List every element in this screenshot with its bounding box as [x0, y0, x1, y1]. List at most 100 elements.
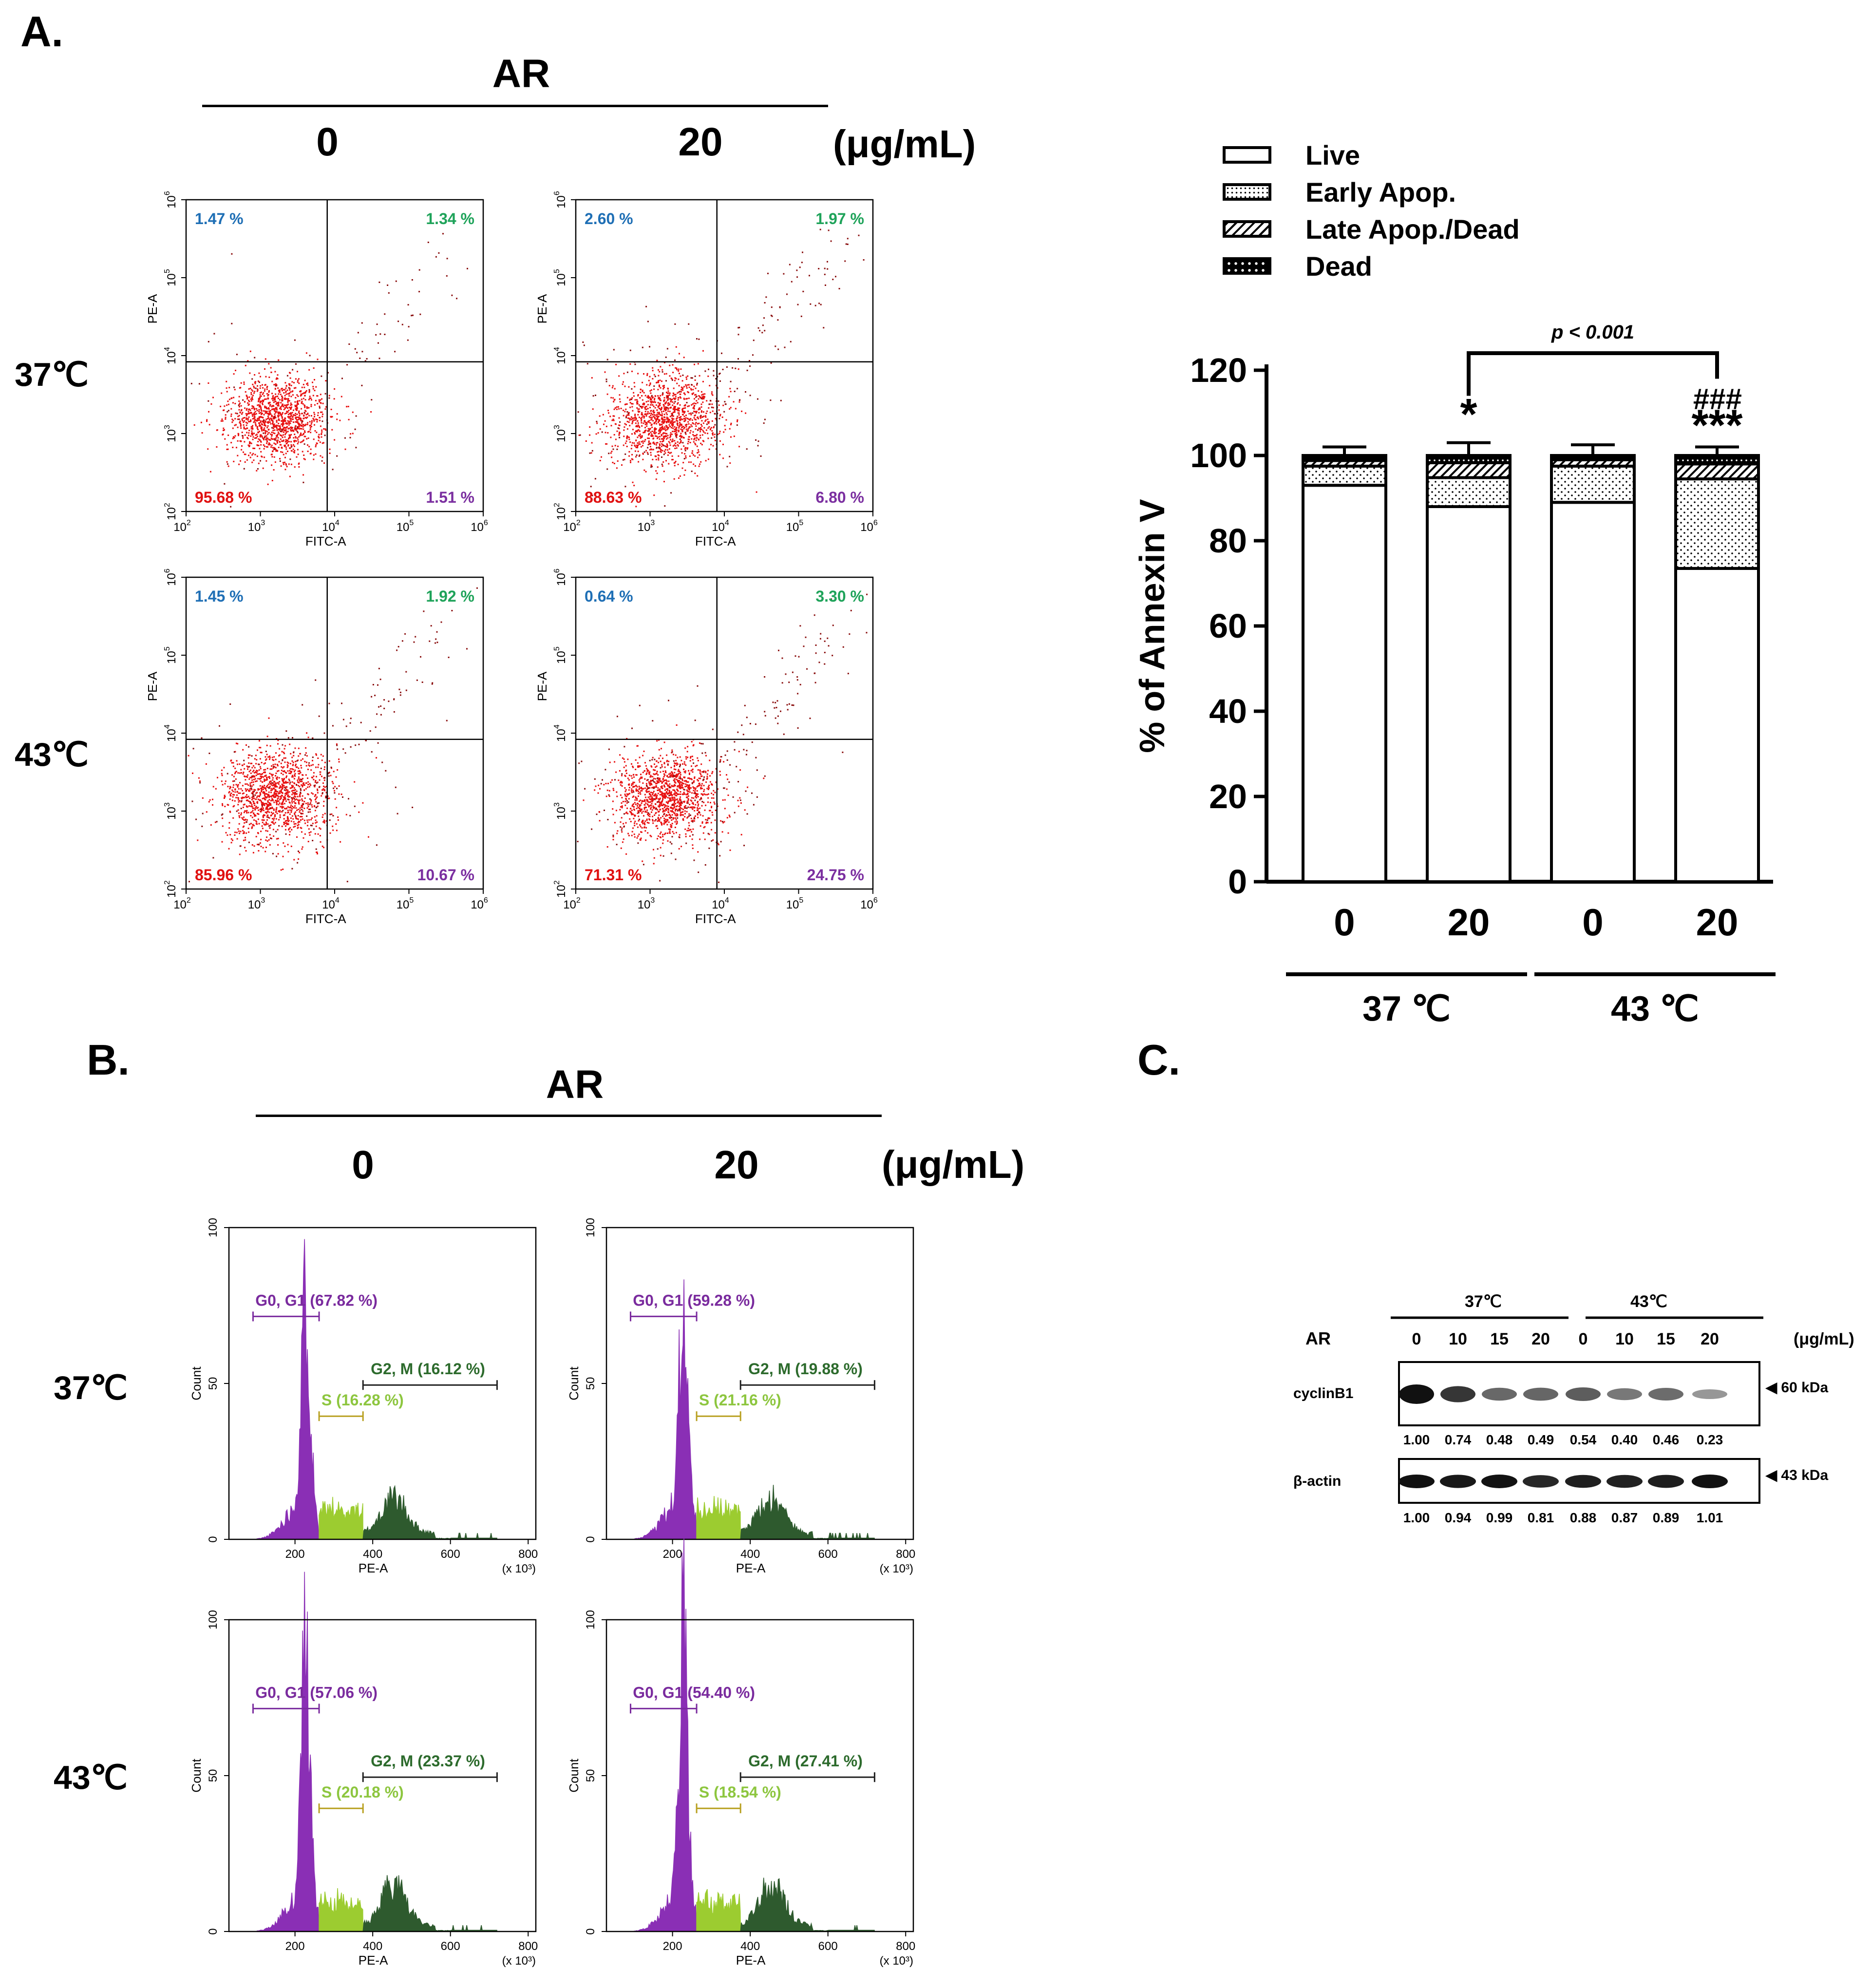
- histogram-frame: [228, 1227, 537, 1540]
- protein2-band: [1606, 1475, 1643, 1488]
- group-label: 43 ℃: [1611, 989, 1699, 1023]
- y-tick-label: 20: [1209, 777, 1247, 815]
- y-tick-label: 0: [207, 1928, 220, 1934]
- x-tick-label: 103: [638, 519, 655, 534]
- x-tick-label: 400: [363, 1940, 382, 1953]
- protein1-band: [1440, 1386, 1475, 1402]
- flow-plot-frame: [575, 576, 874, 890]
- panel-b-treatment-line: [256, 1115, 882, 1117]
- annexin-bar-chart: 0 20 40 60 80 100 120 % of Annexin V 0 20 0 20 37 ℃ 4…: [1133, 322, 1776, 1023]
- x-axis-label: PE-A: [736, 1561, 766, 1575]
- x-axis-label: FITC-A: [305, 534, 346, 549]
- x-tick-label: 400: [740, 1940, 760, 1953]
- x-tick-label: 200: [663, 1548, 682, 1561]
- protein1-value: 0.54: [1570, 1432, 1597, 1447]
- y-axis-label: Count: [567, 1366, 581, 1401]
- legend-dead-swatch: [1223, 257, 1271, 275]
- y-tick-label: 106: [553, 568, 568, 586]
- g2m-label: G2, M (19.88 %): [748, 1360, 863, 1378]
- panel-a-row-37: 37℃: [15, 356, 89, 393]
- flow-events-main: [188, 717, 377, 871]
- protein2-band: [1523, 1475, 1559, 1488]
- x-tick-label: 20: [1448, 901, 1490, 944]
- x-tick-label: 400: [740, 1548, 760, 1561]
- y-axis-label: % of Annexin V: [1133, 499, 1172, 753]
- g0g1-label: G0, G1 (67.82 %): [255, 1291, 378, 1309]
- y-tick-label: 104: [163, 347, 178, 364]
- g0g1-histogram: [630, 1536, 697, 1932]
- g2m-label: G2, M (16.12 %): [371, 1360, 485, 1378]
- histogram-frame: [605, 1619, 914, 1932]
- g2m-histogram: [362, 1485, 498, 1540]
- x-tick-label: 600: [818, 1548, 838, 1561]
- bar-early-apop--2: [1550, 464, 1636, 504]
- y-tick-label: 100: [1190, 436, 1247, 474]
- histogram-37-0: 0 50 100 200 400 600 800 PE-A (x 10³) Count G0, G1…: [189, 1218, 538, 1575]
- y-tick-label: 50: [584, 1377, 597, 1390]
- protein2-label: β-actin: [1293, 1473, 1341, 1489]
- quadrant-ur-value: 1.34 %: [426, 210, 474, 227]
- g2m-label: G2, M (23.37 %): [371, 1752, 485, 1770]
- x-tick-label: 800: [896, 1548, 915, 1561]
- quadrant-ur-value: 3.30 %: [815, 587, 864, 605]
- y-tick-label: 50: [584, 1769, 597, 1782]
- x-tick-label: 104: [712, 519, 729, 534]
- histogram-frame: [228, 1619, 537, 1932]
- y-axis-label: PE-A: [145, 294, 160, 323]
- protein2-value: 0.94: [1445, 1510, 1472, 1525]
- x-tick-label: 102: [563, 519, 581, 534]
- x-tick-label: 200: [663, 1940, 682, 1953]
- flow-events-scatter: [577, 228, 865, 507]
- protein2-band: [1481, 1475, 1517, 1488]
- y-tick-label: 103: [553, 425, 568, 442]
- protein1-band: [1648, 1388, 1683, 1401]
- g0g1-label: G0, G1 (59.28 %): [633, 1291, 755, 1309]
- panel-b-dose-20: 20: [714, 1143, 759, 1187]
- x-tick-label: 200: [285, 1548, 305, 1561]
- protein1-value: 0.23: [1697, 1432, 1723, 1447]
- x-tick-label: 104: [322, 519, 340, 534]
- protein1-band: [1692, 1389, 1727, 1399]
- dose-label: 0: [1412, 1330, 1421, 1348]
- legend-early-swatch: [1223, 183, 1271, 201]
- protein2-value: 0.81: [1528, 1510, 1554, 1525]
- panel-b-unit: (μg/mL): [882, 1143, 1025, 1186]
- quadrant-ll-value: 71.31 %: [585, 866, 642, 884]
- panel-b-row-37: 37℃: [54, 1369, 128, 1406]
- quadrant-lr-value: 6.80 %: [815, 489, 864, 506]
- y-tick-label: 100: [207, 1610, 220, 1629]
- legend-dead: Dead: [1223, 251, 1372, 282]
- x-tick-label: 104: [712, 896, 729, 911]
- x-tick-label: 105: [397, 519, 414, 534]
- flow-events-main: [583, 724, 765, 865]
- bar-dead-2: [1550, 454, 1636, 461]
- panel-a-label: A.: [20, 7, 63, 56]
- y-tick-label: 100: [207, 1218, 220, 1237]
- s-label: S (18.54 %): [699, 1783, 781, 1801]
- dose-label: 15: [1490, 1330, 1509, 1348]
- protein2-band: [1440, 1475, 1476, 1488]
- quadrant-ur-value: 1.97 %: [815, 210, 864, 227]
- histogram-frame: [605, 1227, 914, 1540]
- protein1-value: 0.48: [1486, 1432, 1513, 1447]
- protein2-value: 0.88: [1570, 1510, 1597, 1525]
- y-axis-label: Count: [567, 1759, 581, 1793]
- x-tick-label: 600: [818, 1940, 838, 1953]
- g2m-histogram: [362, 1875, 498, 1932]
- s-phase-histogram: [319, 1496, 363, 1540]
- y-tick-label: 106: [163, 191, 178, 208]
- protein1-band: [1566, 1387, 1601, 1401]
- protein1-value: 0.46: [1653, 1432, 1680, 1447]
- y-tick-label: 0: [584, 1536, 597, 1542]
- flow-events-main: [578, 346, 757, 508]
- bar-live-0: [1302, 484, 1387, 883]
- bar-early-apop--1: [1426, 476, 1512, 508]
- protein2-value: 0.89: [1653, 1510, 1680, 1525]
- panel-a-unit: (μg/mL): [833, 122, 976, 166]
- x-tick-label: 600: [441, 1548, 460, 1561]
- g2m-histogram: [740, 1485, 875, 1540]
- protein2-value: 1.01: [1697, 1510, 1723, 1525]
- x-tick-label: 800: [896, 1940, 915, 1953]
- panel-b-treatment: AR: [546, 1062, 604, 1107]
